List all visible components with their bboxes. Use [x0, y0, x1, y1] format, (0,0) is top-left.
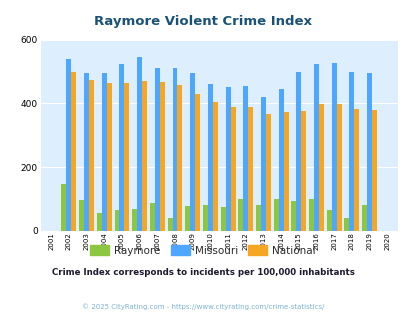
Bar — [313, 63, 318, 231]
Bar — [291, 201, 296, 231]
Bar — [238, 199, 243, 231]
Legend: Raymore, Missouri, National: Raymore, Missouri, National — [85, 241, 320, 260]
Bar — [366, 73, 371, 231]
Bar — [207, 84, 212, 231]
Bar — [177, 85, 182, 231]
Bar — [190, 73, 195, 231]
Bar — [283, 112, 288, 231]
Text: Raymore Violent Crime Index: Raymore Violent Crime Index — [94, 15, 311, 28]
Bar — [107, 83, 111, 231]
Text: Crime Index corresponds to incidents per 100,000 inhabitants: Crime Index corresponds to incidents per… — [51, 268, 354, 277]
Bar — [79, 200, 84, 231]
Bar — [102, 73, 107, 231]
Bar — [243, 86, 247, 231]
Bar — [256, 206, 260, 231]
Bar — [66, 59, 71, 231]
Bar — [354, 110, 358, 231]
Bar — [301, 112, 305, 231]
Bar — [71, 72, 76, 231]
Bar — [220, 207, 225, 231]
Bar — [142, 81, 147, 231]
Bar — [326, 210, 331, 231]
Bar — [349, 72, 354, 231]
Bar — [167, 217, 172, 231]
Bar — [308, 199, 313, 231]
Bar — [331, 63, 336, 231]
Bar — [230, 107, 235, 231]
Bar — [318, 104, 323, 231]
Bar — [119, 63, 124, 231]
Bar — [114, 210, 119, 231]
Bar — [273, 199, 278, 231]
Bar — [202, 205, 207, 231]
Bar — [172, 68, 177, 231]
Bar — [371, 111, 376, 231]
Bar — [154, 68, 160, 231]
Text: © 2025 CityRating.com - https://www.cityrating.com/crime-statistics/: © 2025 CityRating.com - https://www.city… — [82, 304, 323, 310]
Bar — [124, 83, 129, 231]
Bar — [212, 102, 217, 231]
Bar — [97, 214, 102, 231]
Bar — [195, 94, 200, 231]
Bar — [278, 89, 283, 231]
Bar — [265, 114, 270, 231]
Bar — [361, 206, 366, 231]
Bar — [149, 203, 154, 231]
Bar — [225, 87, 230, 231]
Bar — [84, 73, 89, 231]
Bar — [160, 82, 164, 231]
Bar — [336, 104, 341, 231]
Bar — [185, 206, 190, 231]
Bar — [296, 72, 301, 231]
Bar — [343, 217, 349, 231]
Bar — [247, 107, 253, 231]
Bar — [137, 57, 142, 231]
Bar — [260, 97, 265, 231]
Bar — [61, 184, 66, 231]
Bar — [132, 209, 137, 231]
Bar — [89, 81, 94, 231]
